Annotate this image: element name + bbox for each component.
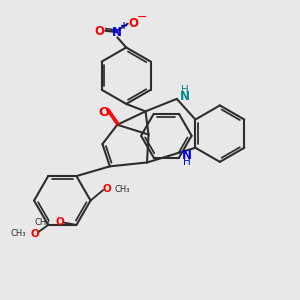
Text: N: N bbox=[180, 90, 190, 103]
Text: O: O bbox=[98, 106, 110, 119]
Text: −: − bbox=[137, 11, 147, 24]
Text: H: H bbox=[181, 85, 189, 95]
Text: O: O bbox=[56, 217, 64, 227]
Text: H: H bbox=[183, 157, 190, 167]
Text: N: N bbox=[182, 149, 192, 162]
Text: O: O bbox=[94, 25, 104, 38]
Text: O: O bbox=[129, 16, 139, 30]
Text: CH₃: CH₃ bbox=[11, 230, 26, 238]
Text: O: O bbox=[31, 229, 39, 239]
Text: +: + bbox=[120, 21, 128, 31]
Text: CH₃: CH₃ bbox=[35, 218, 50, 226]
Text: O: O bbox=[103, 184, 111, 194]
Text: N: N bbox=[112, 26, 122, 38]
Text: CH₃: CH₃ bbox=[115, 185, 130, 194]
